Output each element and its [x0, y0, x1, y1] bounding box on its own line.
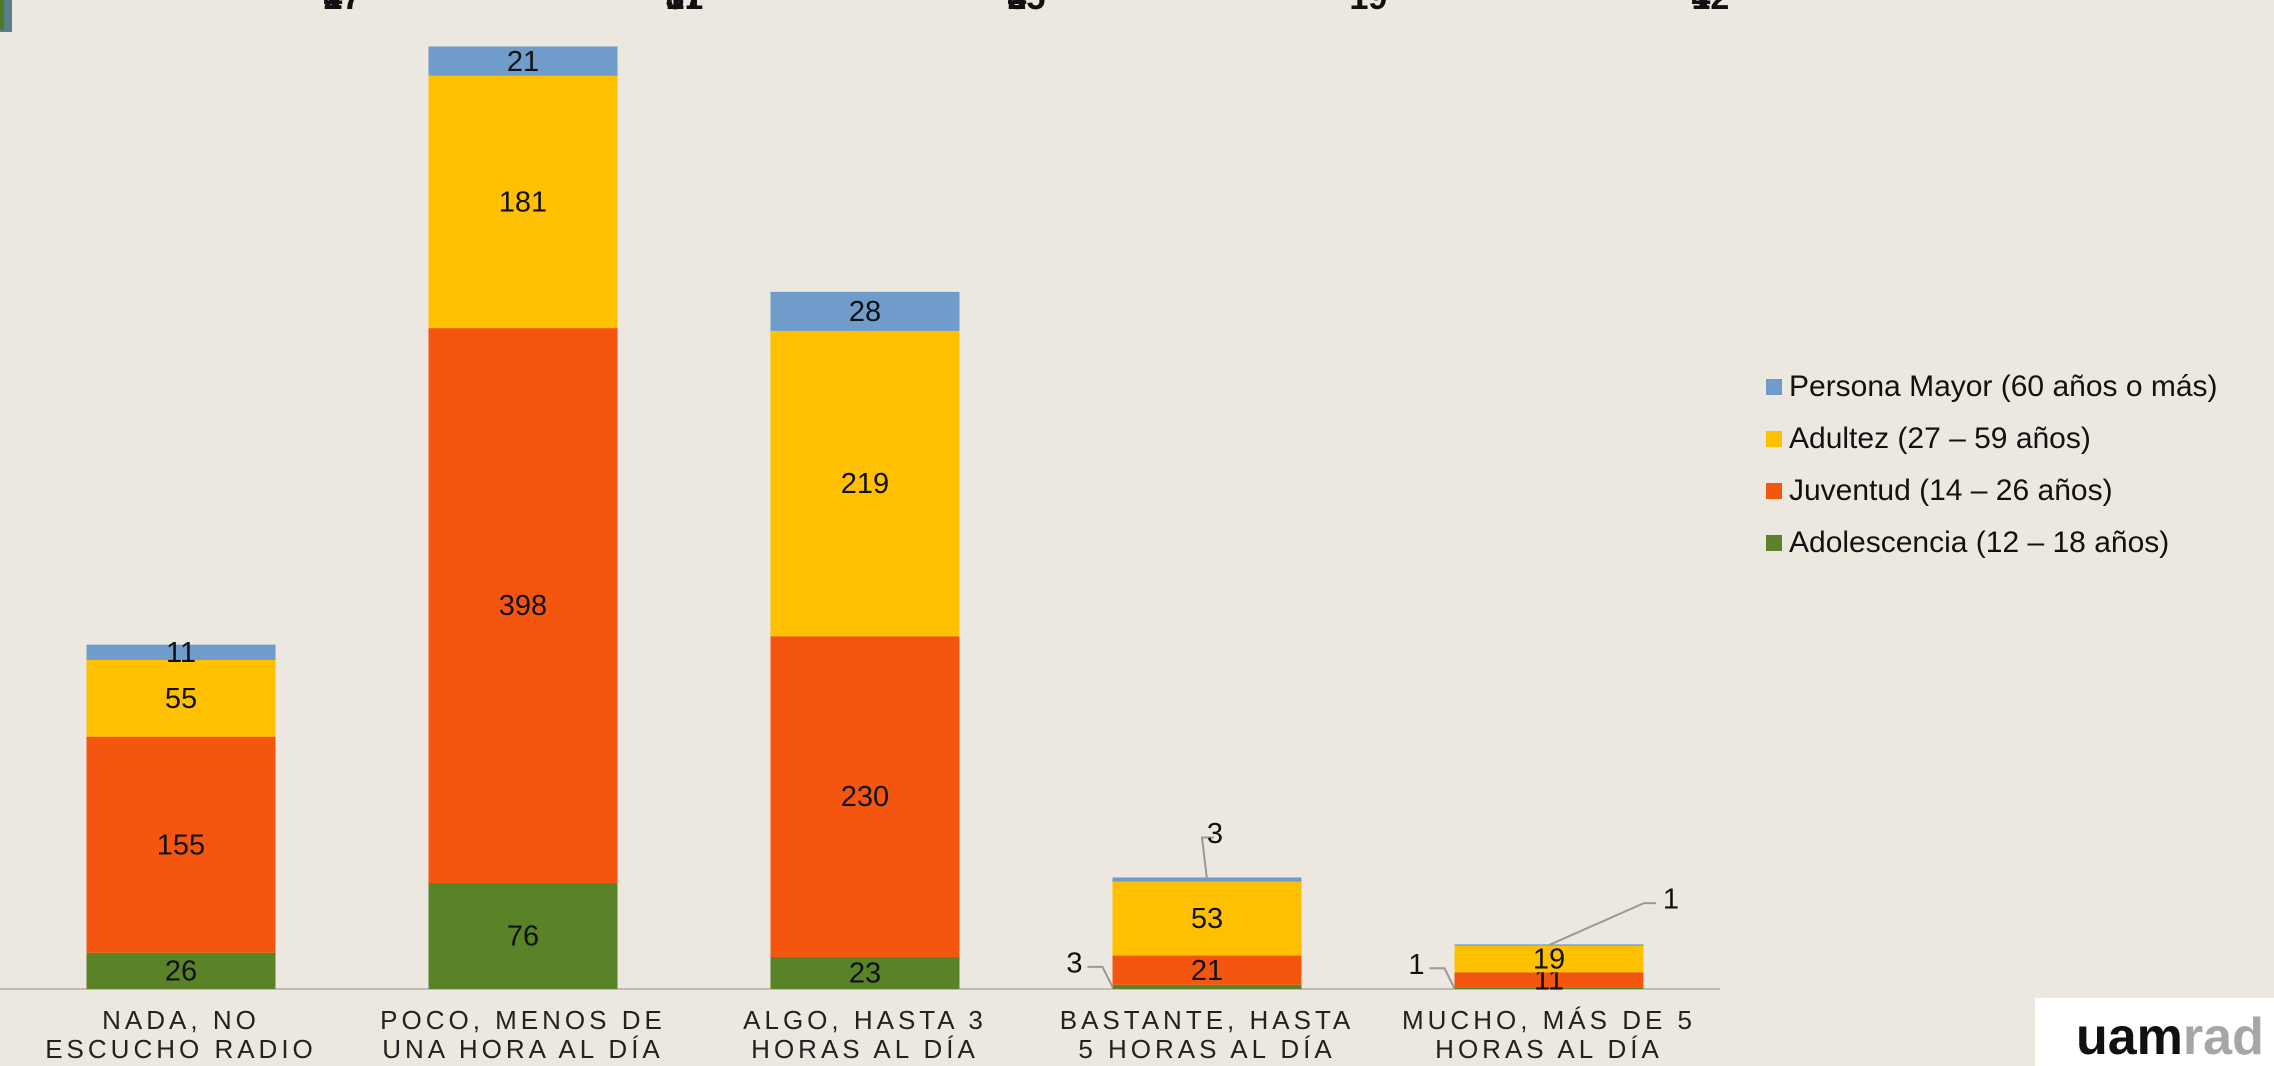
- increase-label: 1: [666, 0, 685, 17]
- increase-label: 37: [666, 0, 704, 17]
- bar-segment: [770, 291, 960, 331]
- legend-label: Adolescencia (12 – 18 años): [1789, 526, 2169, 559]
- increase-label: 61: [666, 0, 704, 17]
- bar-segment: [428, 328, 618, 884]
- data-label: 155: [157, 829, 205, 861]
- increase-arrow: [0, 0, 12, 32]
- increase-label: 1: [1350, 0, 1369, 17]
- bar-segment: [770, 636, 960, 957]
- logo-accent: rad: [2183, 1008, 2264, 1066]
- bar-segment: [1454, 945, 1644, 973]
- x-tick-label: POCO, MENOS DE UNA HORA AL DÍA: [380, 1005, 666, 1064]
- bar-segment: [86, 644, 276, 660]
- bar-segment: [1454, 972, 1644, 988]
- data-label: 19: [1533, 944, 1565, 976]
- legend-label: Juventud (14 – 26 años): [1789, 474, 2113, 507]
- data-label: 219: [841, 468, 889, 500]
- increase-label: 4: [1692, 0, 1711, 17]
- leader-line: [1429, 967, 1456, 989]
- data-label: 53: [1191, 903, 1223, 935]
- bar-segment: [770, 330, 960, 637]
- data-label: 11: [166, 637, 196, 669]
- bar-segment: [770, 956, 960, 989]
- data-label: 1: [1663, 884, 1679, 916]
- legend-swatch: [1766, 535, 1782, 551]
- bar-segment: [86, 736, 276, 953]
- increase-label: 19: [1350, 0, 1388, 17]
- increase-label: 25: [1008, 0, 1046, 17]
- data-label: 21: [507, 46, 539, 78]
- legend-swatch: [1766, 379, 1782, 395]
- increase-label: 12: [1692, 0, 1730, 17]
- increase-label: 3: [1008, 0, 1027, 17]
- bar-segment: [86, 952, 276, 989]
- x-tick-label: BASTANTE, HASTA 5 HORAS AL DÍA: [1060, 1005, 1355, 1064]
- bar-segment: [428, 75, 618, 329]
- increase-label: 17: [324, 0, 362, 17]
- data-label: 55: [165, 683, 197, 715]
- bar-segment: [1454, 987, 1644, 989]
- legend-swatch: [1766, 483, 1782, 499]
- data-label: 230: [841, 781, 889, 813]
- legend-label: Adultez (27 – 59 años): [1789, 422, 2091, 455]
- bar-segment: [1112, 955, 1302, 985]
- data-label: 28: [849, 296, 881, 328]
- data-label: 76: [507, 921, 539, 953]
- bar-segment: [428, 46, 618, 76]
- increase-label: 27: [324, 0, 362, 17]
- x-tick-label: ALGO, HASTA 3 HORAS AL DÍA: [743, 1005, 987, 1064]
- increase-label: 1: [324, 0, 343, 17]
- logo-main: uam: [2076, 1008, 2183, 1066]
- data-label: 181: [499, 187, 547, 219]
- x-tick-label: MUCHO, MÁS DE 5 HORAS AL DÍA: [1402, 1005, 1696, 1064]
- legend-label: Persona Mayor (60 años o más): [1789, 370, 2218, 403]
- data-label: 3: [1207, 818, 1223, 850]
- bar-segment: [1112, 881, 1302, 956]
- increase-label: 4: [324, 0, 343, 17]
- logo-box: [2035, 998, 2274, 1066]
- data-label: 21: [1191, 955, 1223, 987]
- data-label: 3: [1066, 948, 1082, 980]
- bar-segment: [1112, 984, 1302, 989]
- leader-line: [1200, 836, 1214, 880]
- logo: uamrad: [2076, 1008, 2264, 1066]
- x-tick-label: NADA, NO ESCUCHO RADIO: [45, 1005, 317, 1064]
- data-label: 1: [1408, 949, 1424, 981]
- leader-line: [1548, 902, 1656, 946]
- data-label: 26: [165, 956, 197, 988]
- data-label: 398: [499, 590, 547, 622]
- increase-label: 45: [1008, 0, 1046, 17]
- bar-segment: [86, 659, 276, 737]
- data-label: 23: [849, 958, 881, 990]
- leader-line: [1087, 965, 1114, 988]
- arrow-stripe: [0, 0, 4, 30]
- bar-segment: [428, 883, 618, 989]
- legend-swatch: [1766, 431, 1782, 447]
- increase-label: 1: [1350, 0, 1369, 17]
